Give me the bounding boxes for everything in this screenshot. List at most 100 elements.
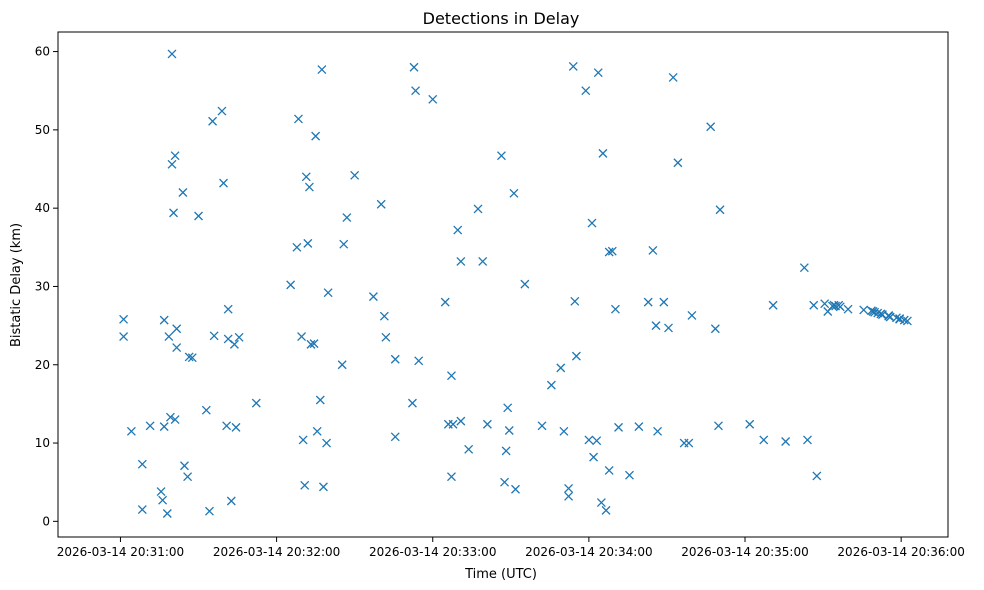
data-point (229, 339, 239, 349)
data-point (407, 398, 417, 408)
data-point (447, 371, 456, 381)
data-point (509, 188, 519, 198)
data-point (503, 403, 513, 413)
data-point (170, 151, 180, 161)
data-point (379, 311, 389, 321)
data-point (587, 218, 597, 228)
data-point (571, 351, 581, 361)
data-point (453, 225, 463, 235)
data-point (317, 65, 327, 75)
data-point (300, 480, 310, 490)
data-point (204, 506, 214, 516)
y-tick-label: 10 (35, 436, 50, 450)
data-point (604, 247, 614, 257)
data-point (668, 72, 678, 82)
data-point (194, 211, 203, 221)
data-point (156, 487, 166, 497)
data-point (184, 352, 194, 362)
data-point (447, 472, 456, 482)
chart-title: Detections in Delay (423, 9, 580, 28)
data-point (119, 332, 129, 342)
data-point (564, 491, 574, 501)
data-point (584, 435, 594, 445)
data-point (209, 331, 219, 341)
data-point (601, 505, 611, 515)
data-point (820, 299, 830, 309)
data-point (843, 304, 853, 314)
data-point (803, 435, 812, 445)
data-point (664, 323, 673, 333)
data-point (187, 353, 197, 363)
data-point (559, 426, 569, 436)
data-point (710, 324, 720, 334)
data-point (570, 296, 580, 306)
data-point (546, 380, 556, 390)
data-point (219, 178, 228, 188)
data-point (478, 256, 488, 266)
data-point (301, 172, 311, 182)
data-point (859, 305, 869, 315)
data-point (902, 316, 912, 326)
data-point (812, 471, 822, 481)
data-point (126, 426, 136, 436)
data-point (180, 461, 189, 471)
data-point (303, 238, 313, 248)
data-point (596, 498, 606, 508)
data-point (673, 158, 683, 168)
data-point (706, 122, 716, 132)
data-point (315, 395, 325, 405)
data-point (217, 106, 227, 116)
data-point (172, 343, 182, 352)
data-point (350, 170, 360, 180)
data-point (659, 297, 669, 307)
data-point (226, 496, 236, 506)
data-point (292, 242, 302, 252)
data-point (298, 435, 308, 445)
data-point (145, 421, 155, 431)
x-tick-label: 2026-03-14 20:35:00 (681, 545, 808, 559)
data-point (390, 432, 400, 442)
x-tick-label: 2026-03-14 20:32:00 (213, 545, 340, 559)
data-point (339, 239, 349, 249)
y-tick-label: 60 (35, 45, 50, 59)
data-point (589, 452, 599, 462)
data-point (223, 304, 233, 314)
data-point (231, 422, 241, 432)
data-point (440, 297, 450, 307)
data-point (119, 314, 129, 324)
x-axis-ticks: 2026-03-14 20:31:00 2026-03-14 20:32:00 20… (57, 537, 965, 559)
data-point (643, 297, 653, 307)
y-axis-ticks: 0 10 20 30 40 50 60 (35, 45, 58, 528)
data-point (201, 405, 211, 415)
y-tick-label: 0 (42, 514, 50, 528)
data-point (323, 288, 333, 298)
y-axis-label: Bistatic Delay (km) (9, 223, 24, 347)
data-point (234, 332, 244, 342)
data-point (520, 279, 530, 289)
data-point (537, 421, 547, 431)
data-point (610, 304, 620, 314)
data-point (556, 363, 566, 373)
data-markers (119, 49, 912, 518)
data-point (648, 245, 658, 255)
data-point (745, 419, 755, 429)
data-point (581, 86, 591, 96)
data-point (482, 419, 492, 429)
data-point (297, 332, 307, 342)
data-point (159, 422, 169, 432)
data-point (158, 495, 168, 505)
x-tick-label: 2026-03-14 20:36:00 (837, 545, 964, 559)
data-point (496, 151, 506, 161)
data-point (607, 246, 617, 256)
data-point (781, 437, 791, 446)
data-point (376, 199, 386, 209)
data-point (714, 421, 723, 431)
data-point (473, 204, 483, 214)
data-point (306, 339, 316, 349)
data-point (899, 315, 909, 325)
data-point (448, 419, 458, 429)
data-point (381, 332, 391, 342)
data-point (165, 412, 175, 422)
